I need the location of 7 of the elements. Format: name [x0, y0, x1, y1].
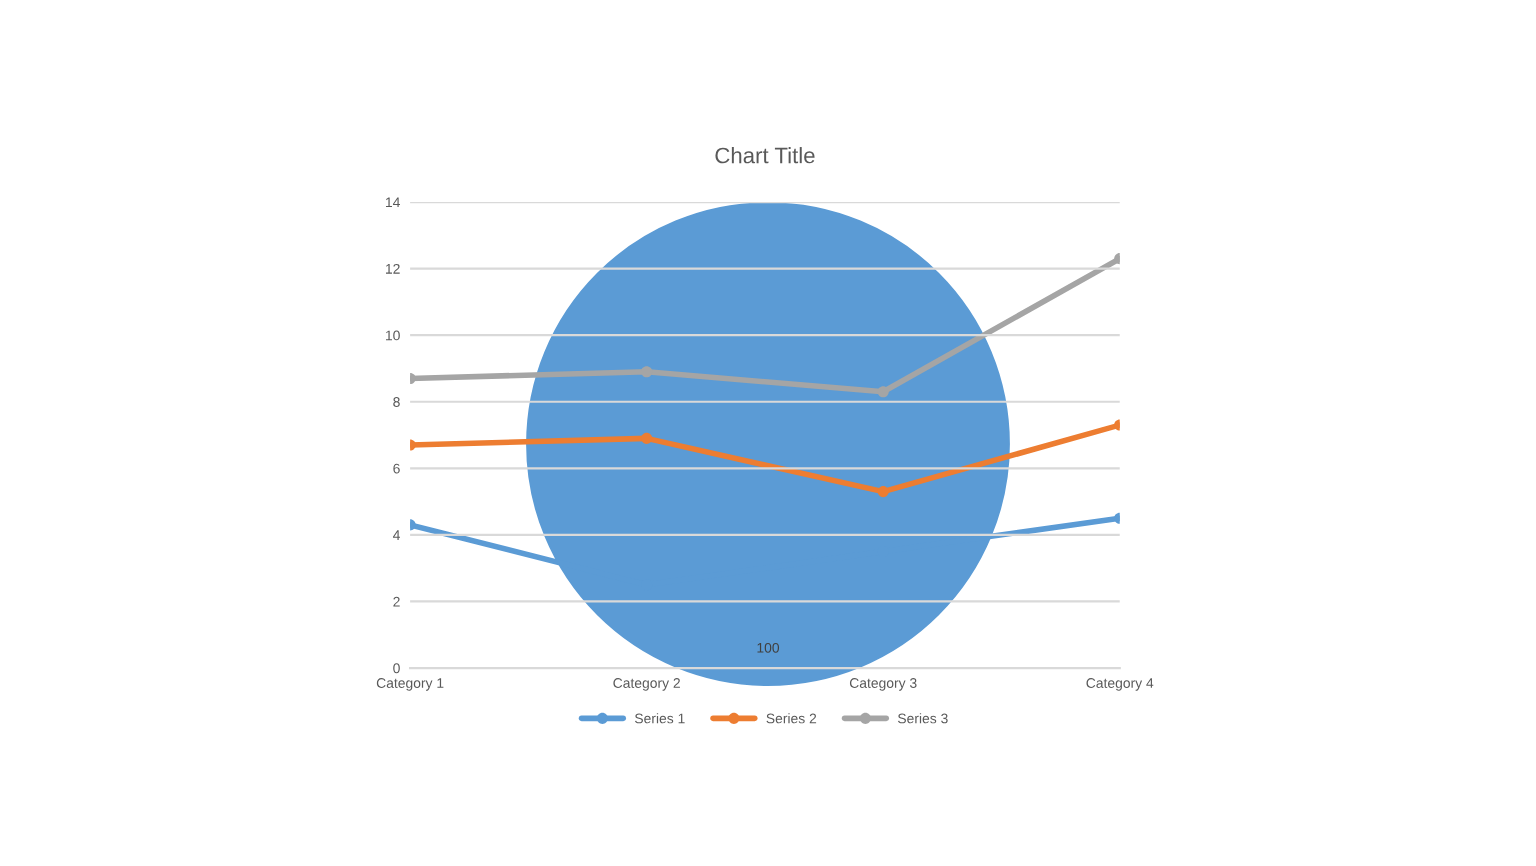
- line-series: [410, 419, 1120, 498]
- chart-title: Chart Title: [715, 147, 815, 164]
- point: [877, 386, 889, 398]
- point: [877, 486, 889, 498]
- point: [641, 432, 653, 444]
- point: [641, 366, 653, 378]
- line-series: [410, 253, 1120, 398]
